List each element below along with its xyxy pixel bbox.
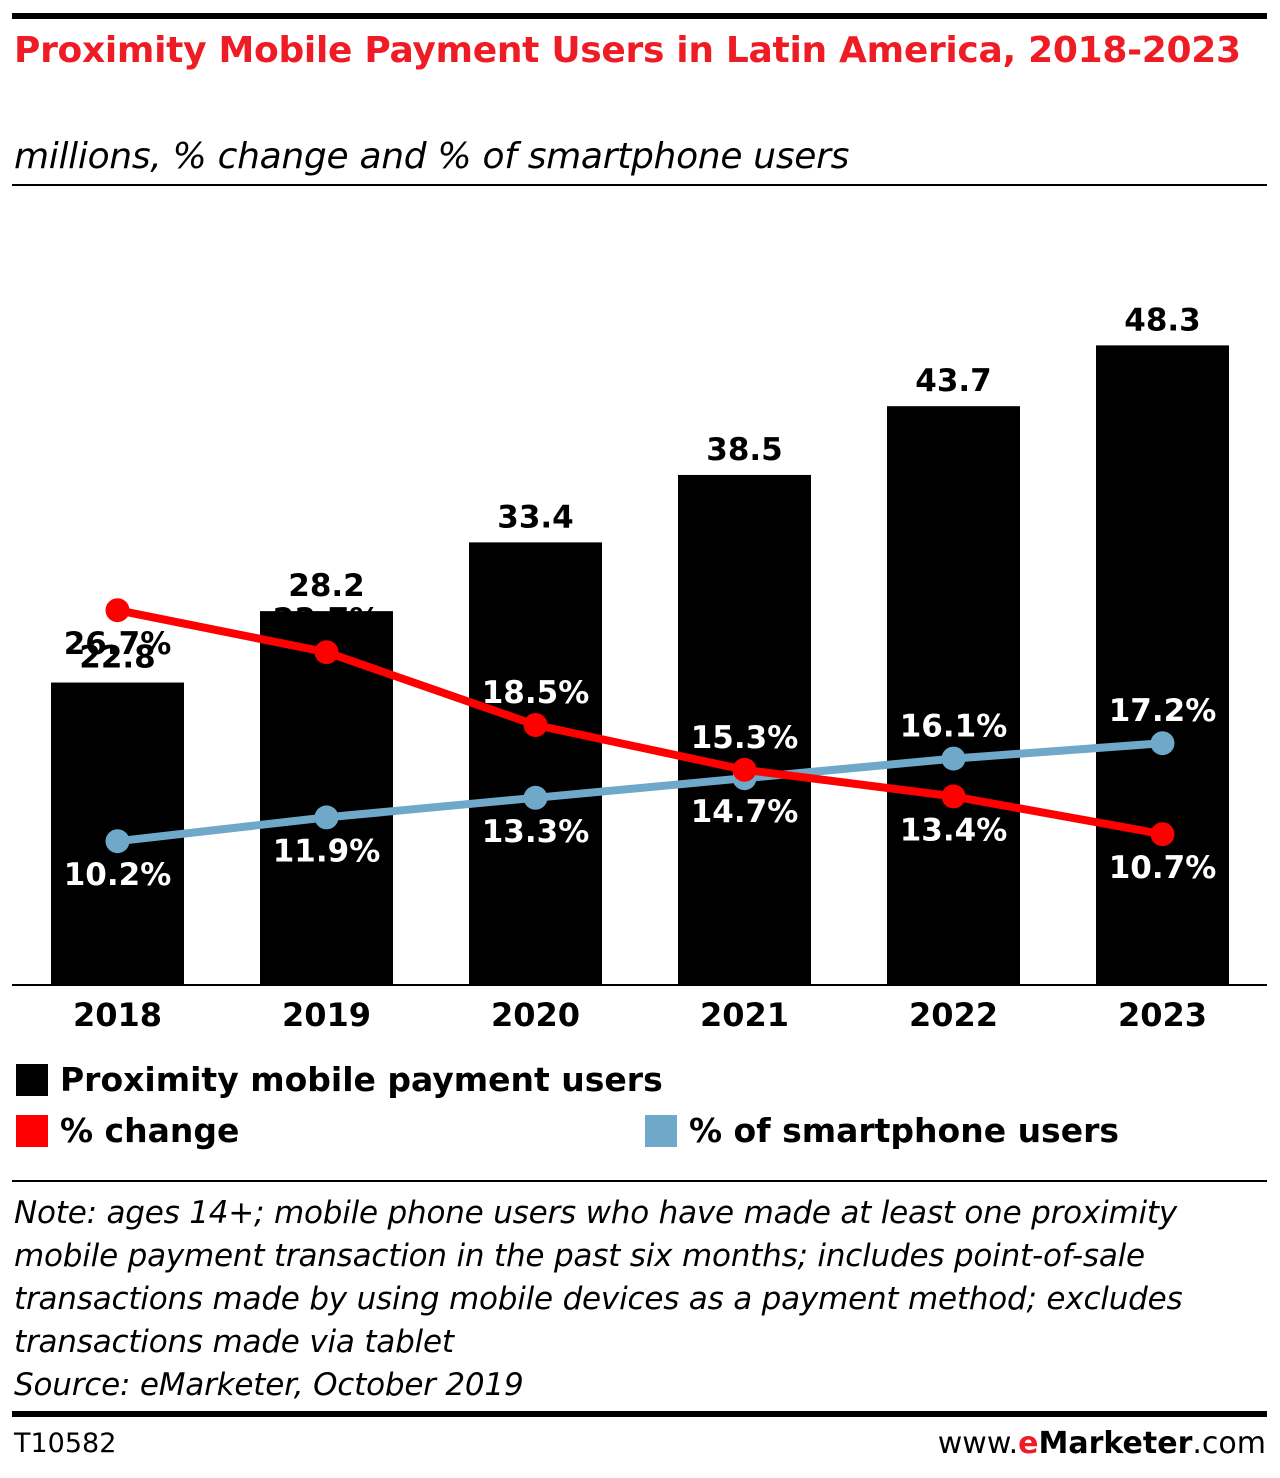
brand-e: e xyxy=(1018,1426,1039,1461)
note-line: Note: ages 14+; mobile phone users who h… xyxy=(14,1195,1178,1231)
change-series-point xyxy=(1150,822,1175,847)
smartphone-series-line xyxy=(113,739,1167,846)
change-value-label: 26.7% xyxy=(64,626,172,662)
x-tick-label: 2023 xyxy=(1118,996,1207,1034)
bar-value-label: 43.7 xyxy=(915,363,992,399)
chart-subtitle: millions, % change and % of smartphone u… xyxy=(14,136,850,177)
smartphone-series-point xyxy=(523,785,548,810)
legend-label-smartphone: % of smartphone users xyxy=(689,1111,1119,1150)
legend-swatch-change xyxy=(16,1115,48,1147)
smartphone-value-label: 11.9% xyxy=(273,833,381,869)
smartphone-series-point xyxy=(105,829,130,854)
note-line: mobile payment transaction in the past s… xyxy=(14,1238,1145,1274)
bar-value-label: 22.8 xyxy=(79,640,156,676)
x-tick-label: 2021 xyxy=(700,996,789,1034)
top-rule xyxy=(12,13,1267,19)
source-line: Source: eMarketer, October 2019 xyxy=(14,1367,524,1403)
bar xyxy=(260,611,393,984)
chart-id: T10582 xyxy=(14,1428,117,1459)
change-value-label: 10.7% xyxy=(1109,850,1217,886)
x-tick-label: 2018 xyxy=(73,996,162,1034)
smartphone-value-label: 17.2% xyxy=(1109,693,1217,729)
x-tick-label: 2020 xyxy=(491,996,580,1034)
smartphone-value-label: 10.2% xyxy=(64,857,172,893)
legend-swatch-bars xyxy=(16,1064,48,1096)
change-value-label: 18.5% xyxy=(482,675,590,711)
change-series-point xyxy=(732,757,757,782)
legend-label-bars: Proximity mobile payment users xyxy=(60,1060,663,1099)
note-line: transactions made by using mobile device… xyxy=(14,1281,1183,1317)
smartphone-value-label: 13.3% xyxy=(482,814,590,850)
note-rule xyxy=(12,1180,1267,1182)
change-series-point xyxy=(523,713,548,737)
legend-label-change: % change xyxy=(60,1111,240,1150)
smartphone-value-label: 14.7% xyxy=(691,794,799,830)
bar-value-label: 48.3 xyxy=(1124,302,1201,338)
brand-name: Marketer xyxy=(1038,1426,1193,1461)
change-value-label: 15.3% xyxy=(691,720,799,756)
change-value-label: 23.7% xyxy=(273,602,381,638)
footer-rule xyxy=(12,1411,1267,1417)
bar xyxy=(887,406,1020,984)
change-value-label: 13.4% xyxy=(900,812,1008,848)
bar-value-label: 28.2 xyxy=(288,568,365,604)
change-series-line xyxy=(113,606,1167,839)
brand-suffix: .com xyxy=(1192,1426,1266,1461)
smartphone-series-point xyxy=(941,746,966,771)
change-series-point xyxy=(941,784,966,809)
note-line: transactions made via tablet xyxy=(14,1324,454,1360)
x-tick-label: 2019 xyxy=(282,996,371,1034)
brand-prefix: www. xyxy=(937,1426,1019,1461)
bar xyxy=(1096,345,1229,984)
bar-value-label: 38.5 xyxy=(706,432,783,468)
smartphone-series-point xyxy=(1150,731,1175,756)
smartphone-series-point xyxy=(314,805,339,830)
brand-url[interactable]: www.eMarketer.com xyxy=(938,1426,1266,1461)
bar xyxy=(678,474,811,984)
x-tick-label: 2022 xyxy=(909,996,998,1034)
chart-note: Note: ages 14+; mobile phone users who h… xyxy=(14,1192,1264,1407)
bar-value-label: 33.4 xyxy=(497,499,574,535)
legend-swatch-smartphone xyxy=(645,1115,677,1147)
bar xyxy=(469,542,602,984)
change-series-point xyxy=(314,640,339,665)
chart-plot: 22.8 28.2 33.4 38.5 43.7 48.3 2018 2019 2020 2021… xyxy=(12,302,1267,1034)
smartphone-value-label: 16.1% xyxy=(900,709,1008,745)
change-series-point xyxy=(105,598,130,623)
subtitle-rule xyxy=(12,184,1267,186)
chart-title: Proximity Mobile Payment Users in Latin … xyxy=(14,30,1241,71)
